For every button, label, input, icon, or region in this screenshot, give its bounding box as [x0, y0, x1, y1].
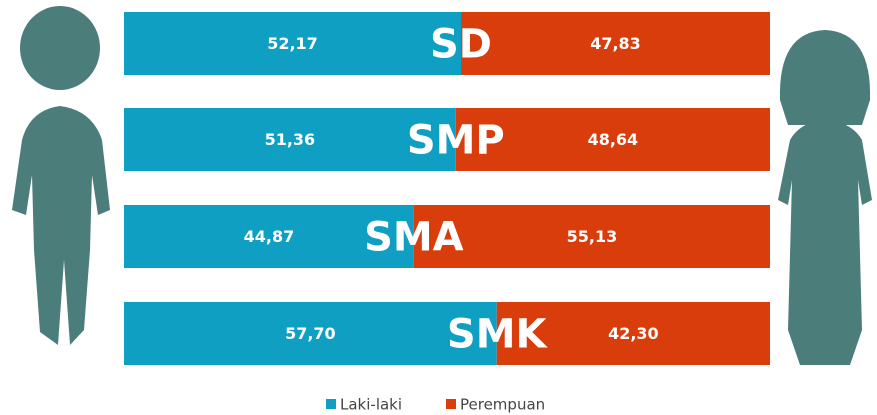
value-label: 51,36	[265, 130, 316, 149]
value-label: 47,83	[590, 34, 641, 53]
legend-swatch	[326, 399, 336, 409]
category-label: SMK	[447, 312, 549, 358]
category-label: SMP	[407, 118, 505, 164]
category-label: SMA	[364, 215, 464, 261]
legend-label: Laki-laki	[340, 396, 402, 414]
legend-swatch	[446, 399, 456, 409]
category-label: SD	[430, 22, 492, 68]
legend-label: Perempuan	[460, 396, 545, 414]
value-label: 52,17	[267, 34, 318, 53]
value-label: 44,87	[244, 227, 295, 246]
value-label: 48,64	[588, 130, 639, 149]
value-label: 57,70	[285, 324, 336, 343]
chart: 52,17 47,83 SD 51,36 48,64 SMP 44,87 55,13 SMA 57…	[0, 0, 877, 415]
girl-silhouette	[778, 30, 872, 365]
boy-silhouette	[12, 6, 110, 345]
value-label: 42,30	[608, 324, 659, 343]
value-label: 55,13	[567, 227, 618, 246]
